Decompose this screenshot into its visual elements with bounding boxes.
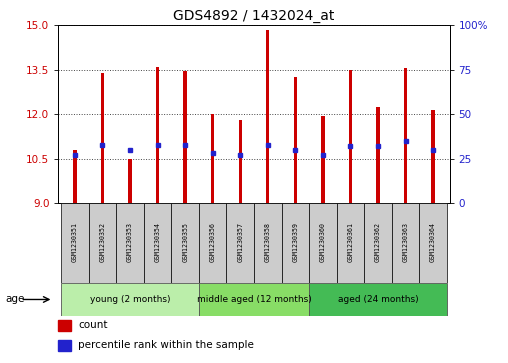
Bar [211,114,214,203]
Text: middle aged (12 months): middle aged (12 months) [197,295,311,304]
Text: GSM1230364: GSM1230364 [430,222,436,262]
Bar [376,107,379,203]
Text: GSM1230355: GSM1230355 [182,222,188,262]
Text: GSM1230359: GSM1230359 [292,222,298,262]
Bar [404,68,407,203]
Bar [349,70,352,203]
Text: GSM1230351: GSM1230351 [72,222,78,262]
Bar [309,283,447,316]
Bar [419,203,447,283]
Bar [183,72,187,203]
Bar [58,320,71,331]
Text: GSM1230362: GSM1230362 [375,222,381,262]
Bar [321,116,325,203]
Text: GSM1230360: GSM1230360 [320,222,326,262]
Bar [254,203,281,283]
Bar [294,77,297,203]
Bar [73,150,77,203]
Bar [364,203,392,283]
Bar [144,203,171,283]
Text: GSM1230361: GSM1230361 [347,222,354,262]
Bar [266,30,269,203]
Text: count: count [78,321,108,330]
Bar [281,203,309,283]
Bar [101,73,104,203]
Text: GSM1230356: GSM1230356 [210,222,216,262]
Bar [129,159,132,203]
Bar [58,340,71,351]
Title: GDS4892 / 1432024_at: GDS4892 / 1432024_at [173,9,335,23]
Bar [89,203,116,283]
Bar [337,203,364,283]
Text: GSM1230357: GSM1230357 [237,222,243,262]
Bar [392,203,419,283]
Bar [309,203,337,283]
Text: GSM1230354: GSM1230354 [154,222,161,262]
Bar [61,283,199,316]
Text: GSM1230352: GSM1230352 [100,222,106,262]
Bar [431,110,435,203]
Bar [199,203,227,283]
Text: percentile rank within the sample: percentile rank within the sample [78,340,254,350]
Text: GSM1230358: GSM1230358 [265,222,271,262]
Text: aged (24 months): aged (24 months) [338,295,418,304]
Text: GSM1230353: GSM1230353 [127,222,133,262]
Text: GSM1230363: GSM1230363 [402,222,408,262]
Bar [239,120,242,203]
Bar [61,203,89,283]
Bar [227,203,254,283]
Bar [156,67,159,203]
Bar [116,203,144,283]
Bar [199,283,309,316]
Bar [171,203,199,283]
Text: young (2 months): young (2 months) [90,295,170,304]
Text: age: age [5,294,24,305]
